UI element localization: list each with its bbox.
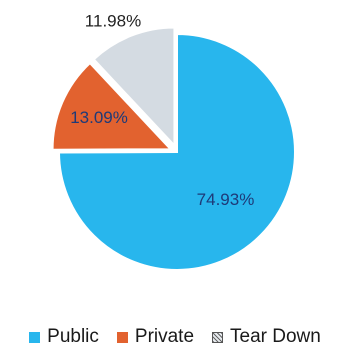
pie-label-tear-down: 11.98% [85, 11, 141, 30]
pie-label-private: 13.09% [70, 108, 128, 127]
legend-swatch-tear-down [212, 331, 224, 343]
legend-swatch-public [29, 331, 41, 343]
pie-label-public: 74.93% [197, 190, 255, 209]
pie-slice-private [51, 61, 173, 151]
pie-slice-tear-down [92, 26, 176, 149]
pie-slice-public [57, 32, 296, 271]
legend-item-public: Public [29, 326, 99, 348]
legend-item-private: Private [116, 326, 195, 348]
legend-label-private: Private [134, 326, 195, 347]
legend-swatch-private [116, 331, 128, 343]
legend-item-tear-down: Tear Down [212, 326, 321, 348]
legend-label-tear-down: Tear Down [230, 326, 321, 347]
pie-slices [51, 26, 296, 271]
chart-legend: Public Private Tear Down [0, 326, 350, 348]
pie-slice-labels: 74.93% 13.09% 11.98% [70, 11, 254, 208]
legend-label-public: Public [47, 326, 99, 347]
